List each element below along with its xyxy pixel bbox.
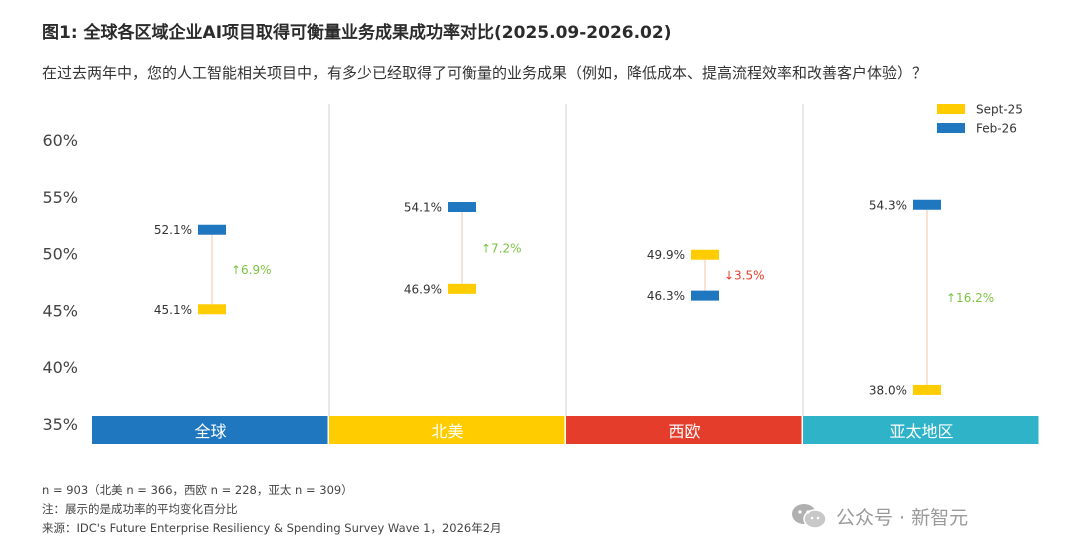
chart-title: 图1: 全球各区域企业AI项目取得可衡量业务成果成功率对比(2025.09-20… — [42, 23, 672, 43]
source-note: 来源：IDC's Future Enterprise Resiliency & … — [42, 521, 502, 535]
chart-subtitle: 在过去两年中，您的人工智能相关项目中，有多少已经取得了可衡量的业务成果（例如，降… — [42, 64, 928, 82]
legend-swatch — [937, 123, 965, 133]
category-band — [566, 416, 802, 444]
legend-swatch — [937, 104, 965, 114]
change-label: ↑16.2% — [946, 291, 994, 305]
category-label: 亚太地区 — [889, 422, 953, 441]
sample-size-note: n = 903（北美 n = 366，西欧 n = 228，亚太 n = 309… — [42, 483, 353, 497]
y-tick-label: 60% — [42, 131, 78, 150]
change-label: ↑6.9% — [231, 263, 272, 277]
category-label: 西欧 — [668, 422, 700, 441]
sept-marker — [448, 283, 476, 294]
feb-value-label: 52.1% — [154, 223, 192, 237]
feb-value-label: 54.3% — [869, 198, 907, 212]
category-label: 北美 — [431, 422, 463, 441]
sept-marker — [198, 304, 226, 315]
sept-value-label: 49.9% — [647, 248, 685, 262]
category-band — [329, 416, 565, 444]
y-tick-label: 45% — [42, 301, 78, 320]
feb-marker — [913, 199, 941, 210]
method-note: 注：展示的是成功率的平均变化百分比 — [42, 502, 238, 516]
sept-marker — [691, 249, 719, 260]
y-tick-label: 35% — [42, 415, 78, 434]
sept-value-label: 38.0% — [869, 383, 907, 397]
feb-value-label: 54.1% — [404, 201, 442, 215]
category-band — [803, 416, 1039, 444]
category-band — [92, 416, 328, 444]
watermark-text: 公众号 · 新智元 — [836, 506, 969, 529]
feb-value-label: 46.3% — [647, 289, 685, 303]
feb-marker — [198, 224, 226, 235]
legend-label: Feb-26 — [976, 122, 1017, 136]
y-tick-label: 55% — [42, 188, 78, 207]
feb-marker — [448, 202, 476, 213]
sept-value-label: 45.1% — [154, 303, 192, 317]
sept-value-label: 46.9% — [404, 282, 442, 296]
legend-label: Sept-25 — [976, 103, 1023, 117]
watermark: 公众号 · 新智元 — [790, 502, 968, 530]
footnotes: n = 903（北美 n = 366，西欧 n = 228，亚太 n = 309… — [42, 481, 502, 538]
sept-marker — [913, 384, 941, 395]
feb-marker — [691, 290, 719, 301]
change-label: ↑7.2% — [481, 241, 522, 255]
y-tick-label: 50% — [42, 245, 78, 264]
change-label: ↓3.5% — [724, 269, 765, 283]
y-tick-label: 40% — [42, 358, 78, 377]
category-label: 全球 — [194, 422, 226, 441]
wechat-icon — [792, 504, 827, 529]
